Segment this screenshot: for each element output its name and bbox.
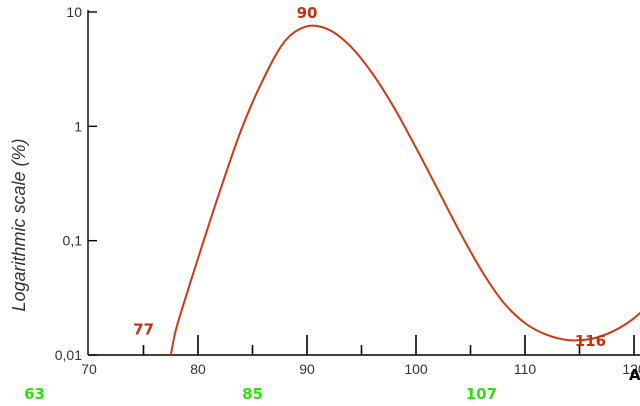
- x-tick-label: 110: [514, 361, 537, 377]
- x-tick-label: 120: [622, 361, 640, 377]
- green-mass-label: 85: [242, 385, 263, 403]
- labels: 90140116771586385107139159: [24, 4, 606, 403]
- x-tick-label: 100: [404, 361, 428, 377]
- peak-label: 116: [575, 332, 606, 350]
- y-axis-title: Logarithmic scale (%): [9, 138, 29, 311]
- green-mass-label: 107: [466, 385, 497, 403]
- x-axis-title: A: [629, 366, 640, 384]
- y-tick-label: 0,1: [63, 233, 83, 249]
- peak-label: 90: [297, 4, 318, 22]
- y-tick-label: 1: [74, 118, 82, 134]
- x-tick-label: 90: [299, 361, 315, 377]
- green-mass-label: 63: [24, 385, 45, 403]
- y-tick-label: 10: [66, 4, 82, 20]
- y-tick-label: 0,01: [55, 347, 82, 363]
- x-tick-label: 80: [190, 361, 206, 377]
- series: [169, 24, 640, 356]
- series-line: [169, 24, 640, 356]
- x-tick-label: 70: [81, 361, 97, 377]
- axes: [87, 10, 640, 356]
- peak-label: 77: [133, 321, 154, 339]
